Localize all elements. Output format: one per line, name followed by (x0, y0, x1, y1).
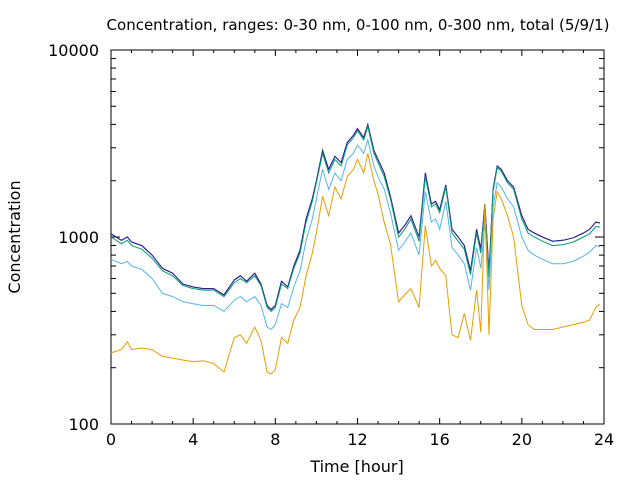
x-tick-label: 20 (512, 430, 532, 449)
series-lines (110, 122, 601, 375)
x-tick-label: 24 (594, 430, 614, 449)
series-line-1 (110, 122, 600, 311)
x-tick-label: 8 (270, 430, 280, 449)
x-tick-label: 16 (429, 430, 449, 449)
series-line-2 (110, 122, 600, 311)
y-tick-label: 1000 (58, 228, 99, 247)
x-axis-ticks: 0 4 8 12 16 20 24 (106, 50, 614, 449)
x-axis-title: Time [hour] (309, 457, 403, 476)
x-tick-label: 0 (106, 430, 116, 449)
y-tick-label: 10000 (48, 41, 99, 60)
y-axis-title: Concentration (5, 180, 24, 293)
series-line-4 (110, 138, 601, 331)
series-line-3 (110, 124, 600, 313)
chart-title: Concentration, ranges: 0-30 nm, 0-100 nm… (107, 16, 610, 34)
plot-frame (110, 49, 605, 425)
x-tick-label: 12 (347, 430, 367, 449)
y-tick-label: 100 (68, 415, 99, 434)
x-tick-label: 4 (188, 430, 198, 449)
series-line-5 (110, 153, 601, 375)
y-axis-ticks: 100 1000 10000 (48, 41, 604, 434)
